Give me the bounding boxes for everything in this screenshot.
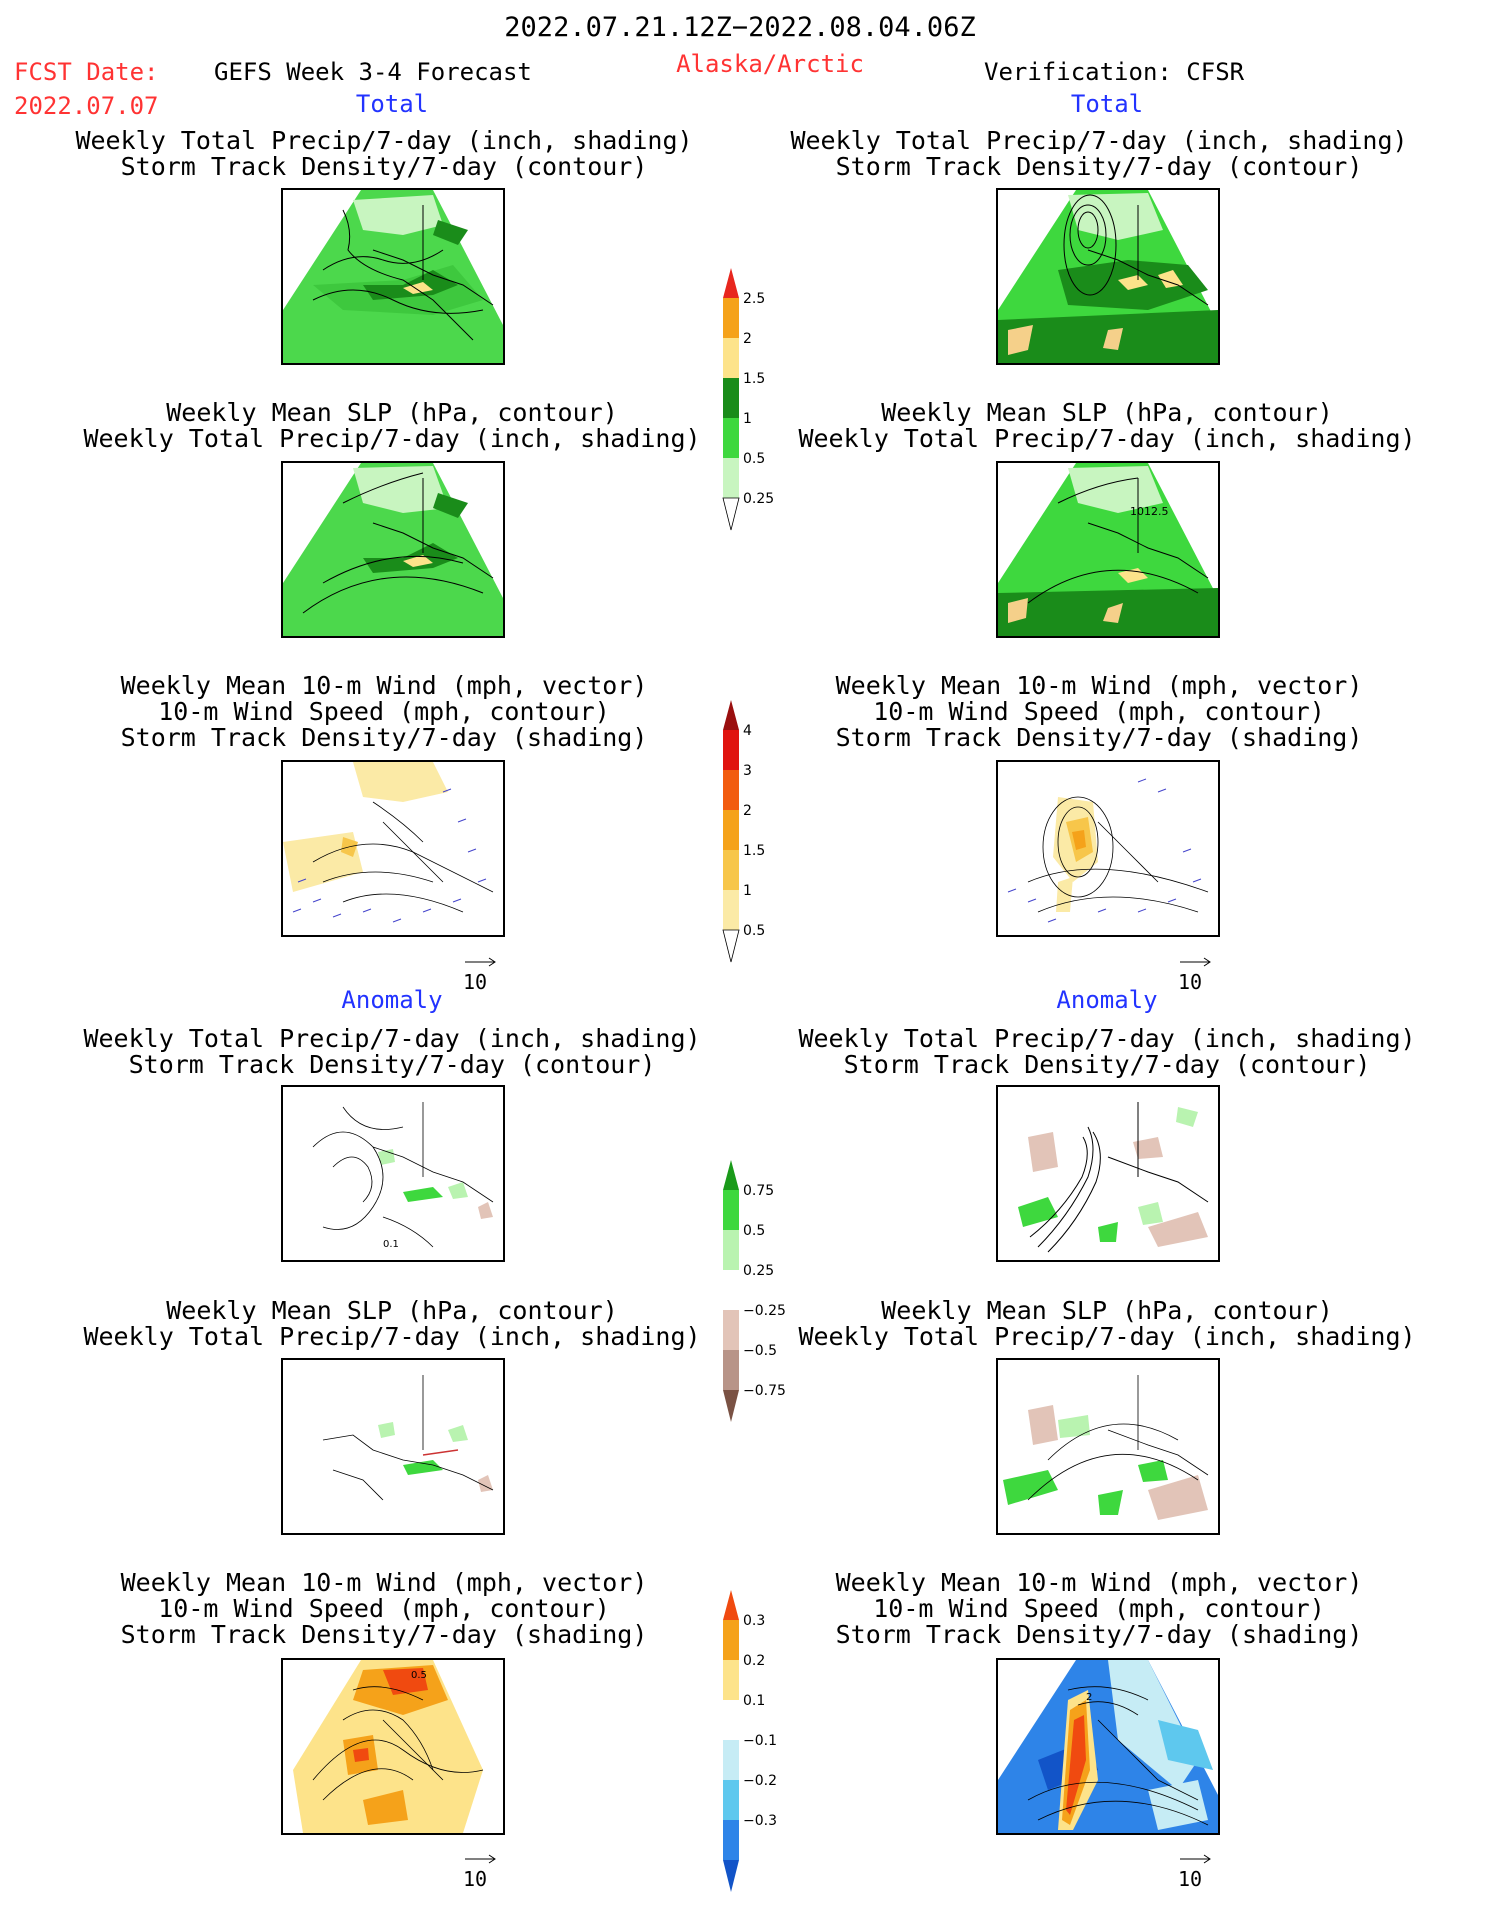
map-total-wind-forecast xyxy=(281,760,505,937)
map-total-wind-verification xyxy=(996,760,1220,937)
title-anom-slp-left: Weekly Mean SLP (hPa, contour) Weekly Tot… xyxy=(83,1296,701,1351)
colorbar-segment xyxy=(723,810,739,850)
map-total-precip-forecast xyxy=(281,188,505,365)
colorbar-label: −0.75 xyxy=(743,1383,786,1399)
colorbar-segment xyxy=(723,1700,739,1740)
colorbar-segment xyxy=(723,1270,739,1310)
fcst-date-value: 2022.07.07 xyxy=(14,92,159,120)
colorbar-segment xyxy=(723,1660,739,1700)
colorbar-segment xyxy=(723,850,739,890)
colorbar-label: 0.25 xyxy=(743,491,774,507)
colorbar-segment xyxy=(723,1190,739,1230)
title-total-precip-right: Weekly Total Precip/7-day (inch, shading… xyxy=(790,126,1408,181)
wind-contour-label-2: 2 xyxy=(1086,1692,1092,1703)
section-total-right: Total xyxy=(1070,90,1144,118)
title-total-slp-right: Weekly Mean SLP (hPa, contour) Weekly Tot… xyxy=(798,398,1416,453)
colorbar-precip-anom: 0.75 0.5 0.25 −0.25 −0.5 −0.75 xyxy=(713,1160,793,1445)
colorbar-segment xyxy=(723,730,739,770)
map-anom-slp-forecast xyxy=(281,1358,505,1535)
colorbar-label: 0.5 xyxy=(743,1223,765,1239)
colorbar-label: 0.75 xyxy=(743,1183,774,1199)
verification-label: Verification: CFSR xyxy=(984,58,1245,86)
colorbar-storm-anom: 0.3 0.2 0.1 −0.1 −0.2 −0.3 xyxy=(713,1590,793,1892)
colorbar-segment xyxy=(723,338,739,378)
title-total-wind-left: Weekly Mean 10-m Wind (mph, vector) 10-m … xyxy=(120,671,648,752)
colorbar-bottom-triangle xyxy=(723,1390,739,1422)
colorbar-label: 1 xyxy=(743,411,752,427)
colorbar-bottom-triangle xyxy=(722,929,740,963)
title-total-wind-right: Weekly Mean 10-m Wind (mph, vector) 10-m … xyxy=(835,671,1363,752)
colorbar-segment xyxy=(723,1780,739,1820)
colorbar-segment xyxy=(723,1820,739,1860)
colorbar-label: −0.25 xyxy=(743,1303,786,1319)
fcst-date-label: FCST Date: xyxy=(14,58,159,86)
colorbar-segment xyxy=(723,1740,739,1780)
section-anomaly-left: Anomaly xyxy=(341,986,443,1014)
colorbar-segment xyxy=(723,378,739,418)
vector-scale-anom-left: 10 xyxy=(463,1845,499,1891)
colorbar-label: −0.3 xyxy=(743,1813,777,1829)
colorbar-label: 0.25 xyxy=(743,1263,774,1279)
map-anom-precip-forecast: 0.1 xyxy=(281,1085,505,1262)
title-anom-wind-left: Weekly Mean 10-m Wind (mph, vector) 10-m … xyxy=(120,1568,648,1649)
colorbar-bottom-triangle xyxy=(723,1860,739,1892)
colorbar-label: 2.5 xyxy=(743,291,765,307)
title-total-slp-left: Weekly Mean SLP (hPa, contour) Weekly Tot… xyxy=(83,398,701,453)
product-title: GEFS Week 3-4 Forecast xyxy=(214,58,532,86)
colorbar-label: 1.5 xyxy=(743,371,765,387)
map-anom-precip-verification xyxy=(996,1085,1220,1262)
title-anom-precip-left: Weekly Total Precip/7-day (inch, shading… xyxy=(83,1024,701,1079)
colorbar-label: 0.5 xyxy=(743,923,765,939)
title-anom-slp-right: Weekly Mean SLP (hPa, contour) Weekly Tot… xyxy=(798,1296,1416,1351)
colorbar-precip-total: 2.5 2 1.5 1 0.5 0.25 xyxy=(713,268,793,553)
colorbar-storm-total: 4 3 2 1.5 1 0.5 xyxy=(713,700,793,985)
colorbar-label: −0.5 xyxy=(743,1343,777,1359)
colorbar-label: −0.1 xyxy=(743,1733,777,1749)
colorbar-segment xyxy=(723,458,739,498)
vector-scale-anom-right: 10 xyxy=(1178,1845,1214,1891)
title-anom-precip-right: Weekly Total Precip/7-day (inch, shading… xyxy=(798,1024,1416,1079)
map-total-slp-forecast xyxy=(281,461,505,638)
vector-scale-total-right: 10 xyxy=(1178,948,1214,994)
colorbar-segment xyxy=(723,1620,739,1660)
colorbar-label: −0.2 xyxy=(743,1773,777,1789)
colorbar-label: 4 xyxy=(743,723,752,739)
title-anom-wind-right: Weekly Mean 10-m Wind (mph, vector) 10-m … xyxy=(835,1568,1363,1649)
map-total-precip-verification xyxy=(996,188,1220,365)
forecast-period: 2022.07.21.12Z−2022.08.04.06Z xyxy=(504,12,976,43)
colorbar-segment xyxy=(723,1350,739,1390)
colorbar-label: 1 xyxy=(743,883,752,899)
map-total-slp-verification: 1012.5 xyxy=(996,461,1220,638)
colorbar-top-triangle xyxy=(723,268,739,298)
map-anom-wind-verification: 2 xyxy=(996,1658,1220,1835)
colorbar-bottom-triangle xyxy=(722,497,740,531)
region-label: Alaska/Arctic xyxy=(676,50,864,78)
colorbar-label: 2 xyxy=(743,803,752,819)
colorbar-label: 2 xyxy=(743,331,752,347)
colorbar-label: 0.5 xyxy=(743,451,765,467)
anom-contour-label: 0.1 xyxy=(383,1239,399,1250)
vector-scale-total-left: 10 xyxy=(463,948,499,994)
colorbar-segment xyxy=(723,418,739,458)
colorbar-label: 0.1 xyxy=(743,1693,765,1709)
colorbar-label: 0.3 xyxy=(743,1613,765,1629)
colorbar-segment xyxy=(723,298,739,338)
colorbar-label: 1.5 xyxy=(743,843,765,859)
colorbar-top-triangle xyxy=(723,1160,739,1190)
title-total-precip-left: Weekly Total Precip/7-day (inch, shading… xyxy=(75,126,693,181)
colorbar-segment xyxy=(723,1230,739,1270)
colorbar-top-triangle xyxy=(723,700,739,730)
map-anom-wind-forecast: 0.5 xyxy=(281,1658,505,1835)
map-anom-slp-verification xyxy=(996,1358,1220,1535)
colorbar-label: 3 xyxy=(743,763,752,779)
colorbar-segment xyxy=(723,1310,739,1350)
colorbar-label: 0.2 xyxy=(743,1653,765,1669)
slp-contour-label: 1012.5 xyxy=(1130,505,1169,518)
section-total-left: Total xyxy=(355,90,429,118)
colorbar-top-triangle xyxy=(723,1590,739,1620)
section-anomaly-right: Anomaly xyxy=(1056,986,1158,1014)
colorbar-segment xyxy=(723,890,739,930)
colorbar-segment xyxy=(723,770,739,810)
wind-contour-label: 0.5 xyxy=(411,1670,427,1681)
